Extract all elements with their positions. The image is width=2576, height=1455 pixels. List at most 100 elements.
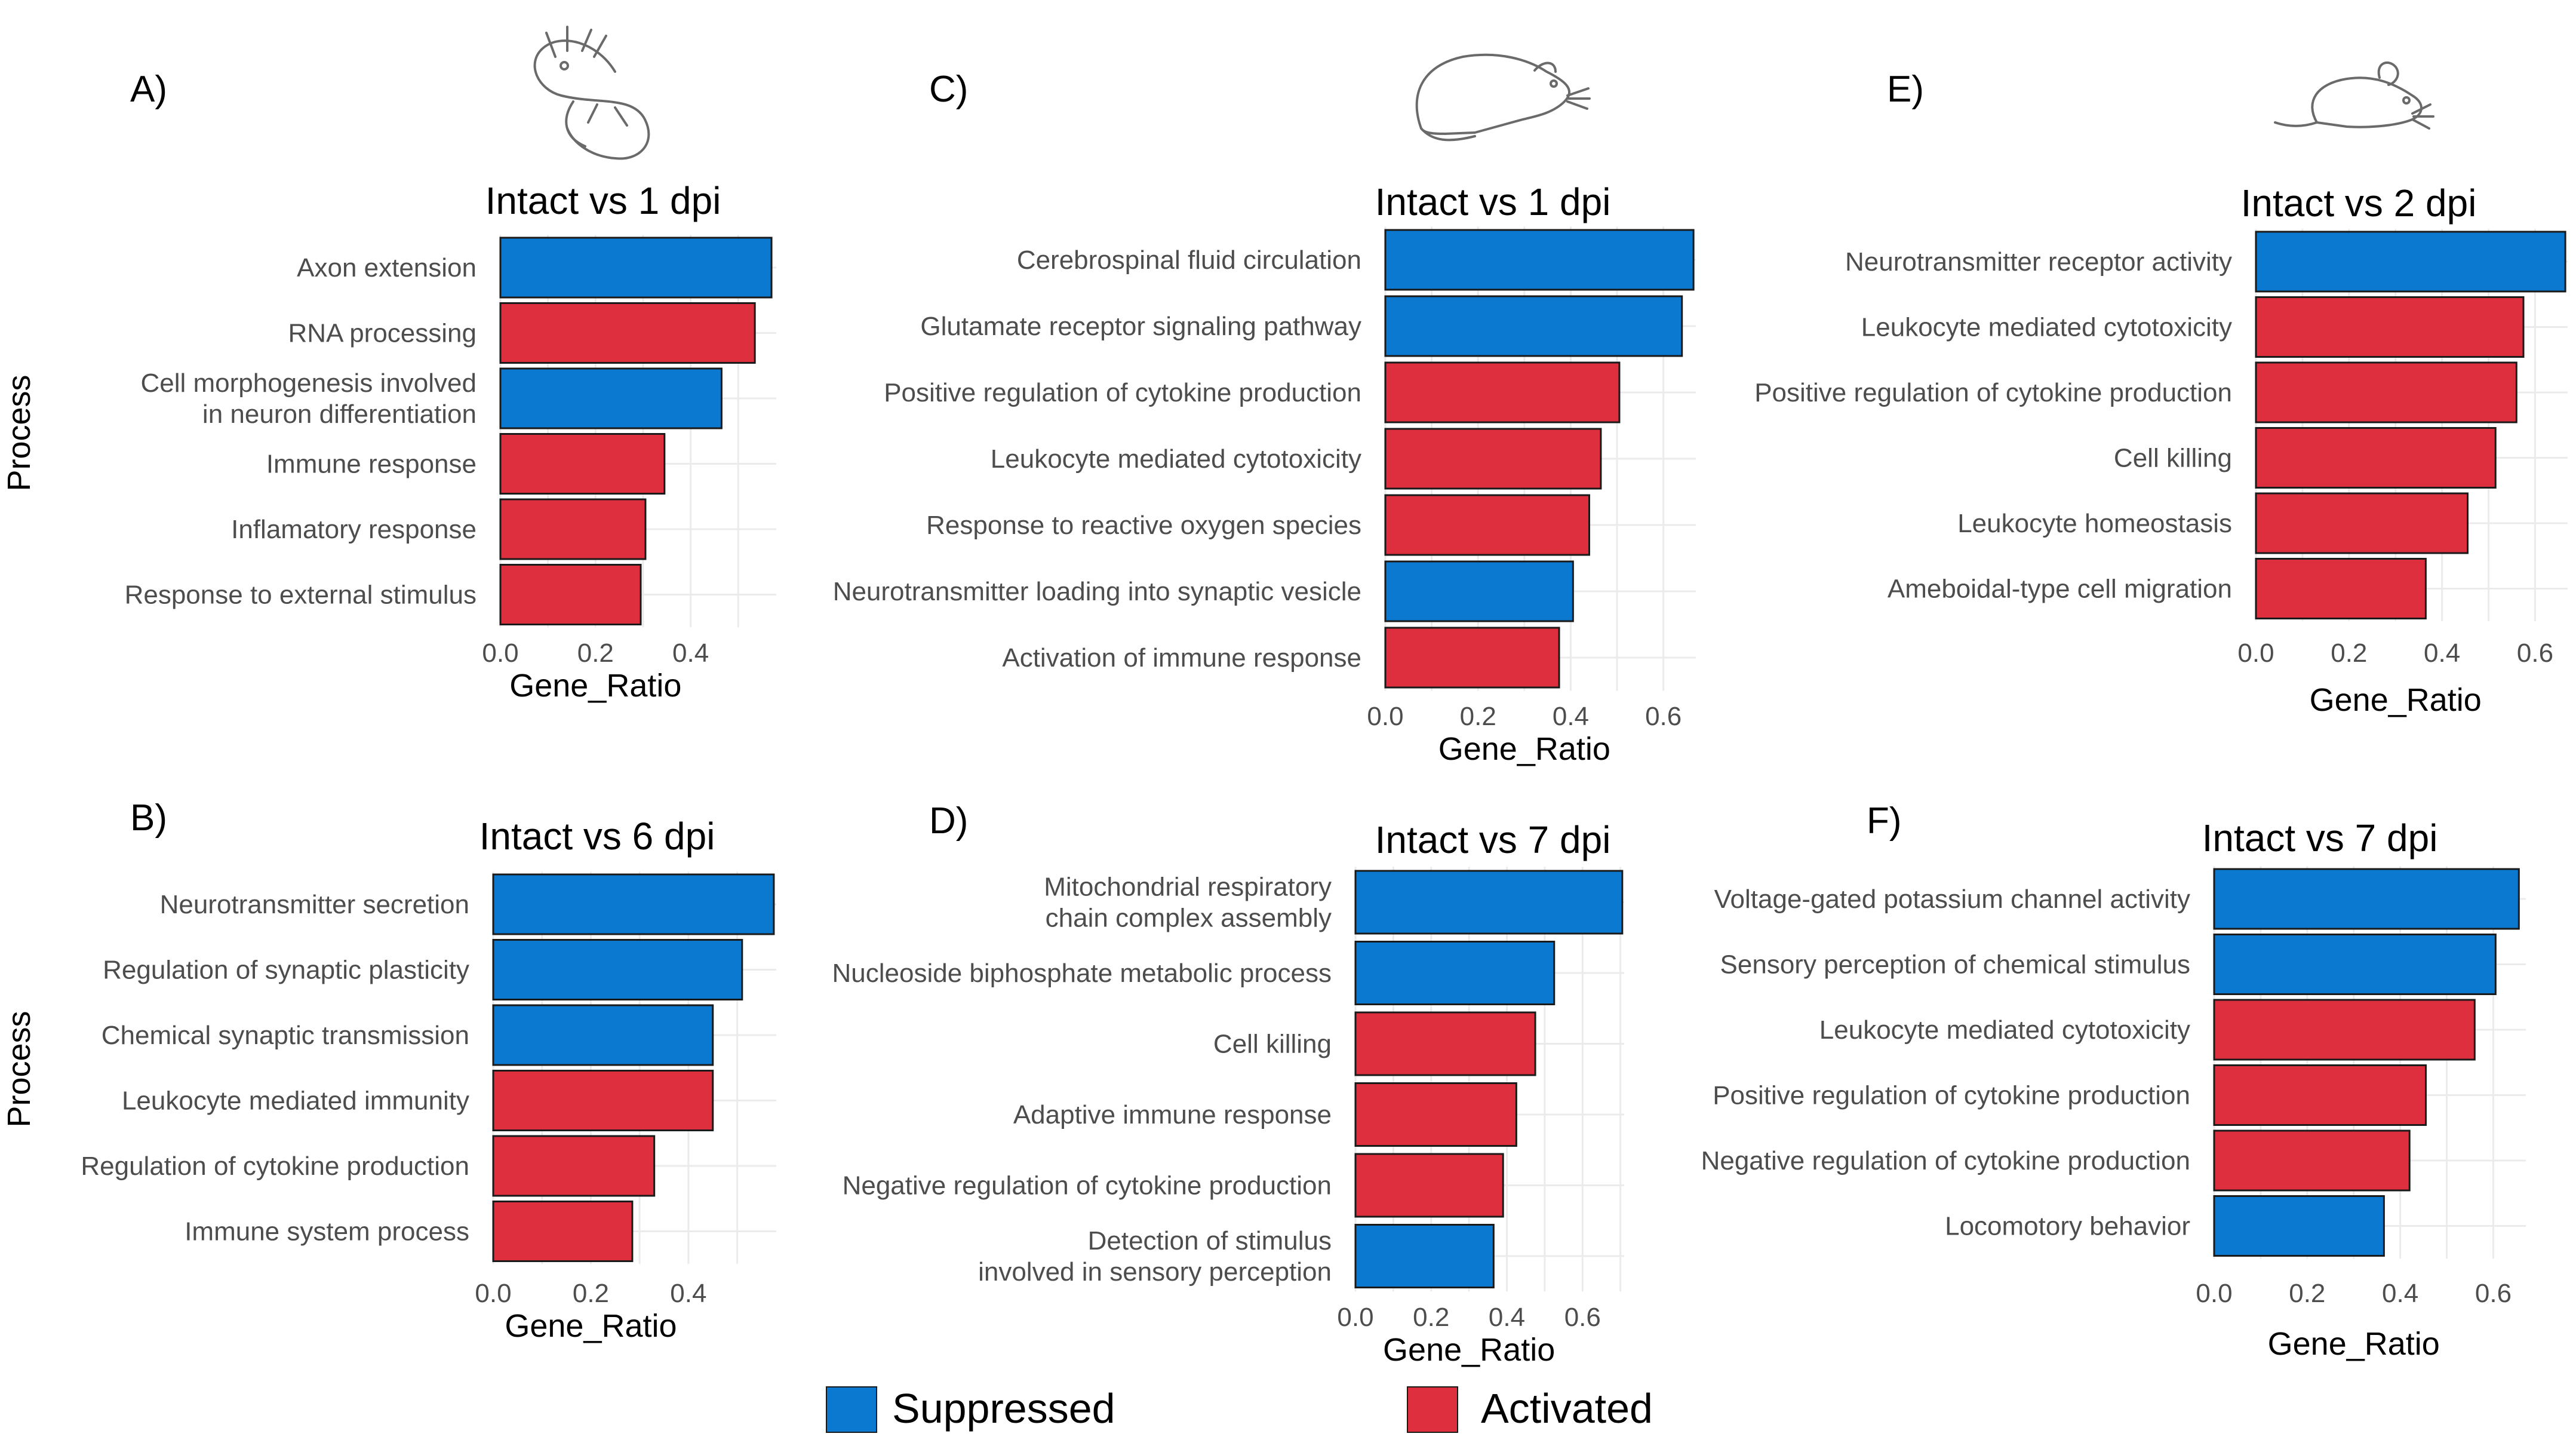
x-axis-title: Gene_Ratio (1438, 731, 1610, 767)
panel-title: Intact vs 1 dpi (485, 179, 721, 222)
category-label: RNA processing (288, 319, 477, 348)
bar-suppressed (1384, 295, 1683, 357)
x-tick-label: 0.2 (1460, 702, 1496, 731)
x-tick-label: 0.2 (1413, 1303, 1449, 1332)
bar-activated (1354, 1082, 1517, 1147)
legend-label-suppressed: Suppressed (892, 1385, 1115, 1432)
bar-suppressed (492, 1004, 714, 1066)
bar-suppressed (499, 367, 723, 429)
bar-activated (492, 1201, 634, 1262)
category-label: Immune system process (185, 1217, 469, 1247)
x-tick-label: 0.6 (1645, 702, 1682, 731)
chart-panel-b: Neurotransmitter secretion Regulation of … (1, 797, 776, 1344)
bar-suppressed (499, 237, 773, 299)
bar-activated (2255, 427, 2497, 489)
x-tick-label: 0.4 (1489, 1303, 1525, 1332)
panel-title: Intact vs 7 dpi (2202, 816, 2438, 860)
chart-panel-c: Cerebrospinal fluid circulation Glutamate… (833, 69, 1696, 767)
category-label: Activation of immune response (1002, 643, 1361, 673)
x-tick-label: 0.4 (1553, 702, 1589, 731)
legend-swatch-activated (1407, 1386, 1458, 1433)
bar-activated (1354, 1153, 1504, 1218)
mouse-icon (2274, 61, 2434, 130)
x-axis-title: Gene_Ratio (2268, 1326, 2440, 1362)
category-label: Negative regulation of cytokine producti… (843, 1171, 1332, 1201)
bar-activated (2255, 492, 2469, 554)
x-tick-label: 0.0 (2237, 639, 2274, 668)
category-label: Glutamate receptor signaling pathway (920, 312, 1361, 341)
category-label: Sensory perception of chemical stimulus (1720, 950, 2190, 980)
x-axis-title: Gene_Ratio (2310, 682, 2482, 718)
bar-suppressed (1354, 870, 1624, 935)
category-label: Nucleoside biphosphate metabolic process (832, 959, 1332, 988)
panel-letter: D) (929, 800, 968, 842)
y-axis-title: Process (1, 375, 37, 491)
panel-letter: F) (1867, 800, 1902, 842)
category-label: Leukocyte mediated immunity (122, 1086, 469, 1116)
category-label: Inflamatory response (231, 515, 477, 544)
category-label: Mitochondrial respiratory chain complex a… (1044, 873, 1332, 933)
panel-letter: C) (929, 69, 968, 110)
category-label: Leukocyte mediated cytotoxicity (991, 444, 1361, 474)
chart-panel-d: Mitochondrial respiratory chain complex a… (832, 800, 1624, 1368)
x-tick-label: 0.6 (1564, 1303, 1601, 1332)
panel-title: Intact vs 6 dpi (479, 815, 715, 858)
y-axis-title: Process (1, 1011, 37, 1127)
x-tick-label: 0.4 (2424, 639, 2460, 668)
category-label: Regulation of cytokine production (81, 1152, 469, 1181)
category-label: Leukocyte mediated cytotoxicity (1861, 313, 2232, 342)
bar-activated (1384, 428, 1602, 490)
category-label: Locomotory behavior (1945, 1212, 2190, 1241)
panel-letter: B) (130, 797, 167, 839)
bar-activated (1384, 494, 1590, 556)
category-label: Cerebrospinal fluid circulation (1017, 245, 1361, 275)
bar-suppressed (1384, 560, 1574, 622)
category-label: Ameboidal-type cell migration (1888, 575, 2232, 604)
bar-suppressed (2255, 231, 2566, 293)
bar-suppressed (1384, 229, 1695, 291)
category-label: Axon extension (297, 253, 477, 283)
bar-suppressed (492, 939, 743, 1000)
category-label: Positive regulation of cytokine producti… (1713, 1081, 2190, 1110)
bar-suppressed (2213, 934, 2497, 995)
bar-activated (2213, 999, 2476, 1061)
category-label: Positive regulation of cytokine producti… (884, 378, 1361, 407)
legend-label-activated: Activated (1481, 1385, 1653, 1432)
category-label: Voltage-gated potassium channel activity (1714, 885, 2190, 914)
panel-letter: E) (1887, 69, 1924, 110)
legend-swatch-suppressed (826, 1386, 877, 1433)
category-label: Response to external stimulus (125, 581, 477, 610)
panel-title: Intact vs 1 dpi (1375, 180, 1611, 223)
bar-suppressed (2213, 1195, 2385, 1257)
bar-activated (2213, 1064, 2427, 1126)
x-tick-label: 0.0 (482, 639, 518, 668)
x-tick-label: 0.6 (2475, 1279, 2512, 1308)
category-label: Cell killing (2114, 444, 2232, 473)
bar-suppressed (1354, 941, 1556, 1005)
x-tick-label: 0.2 (2331, 639, 2367, 668)
category-label: Leukocyte homeostasis (1957, 509, 2232, 538)
bar-activated (2255, 558, 2427, 619)
x-tick-label: 0.4 (2382, 1279, 2418, 1308)
x-axis-title: Gene_Ratio (1383, 1332, 1555, 1368)
x-tick-label: 0.2 (573, 1279, 609, 1308)
category-label: Cell killing (1213, 1030, 1332, 1059)
chart-panel-a: Axon extension RNA processing Cell morphog… (1, 69, 776, 704)
category-label: Negative regulation of cytokine producti… (1701, 1146, 2190, 1175)
category-label: Adaptive immune response (1013, 1100, 1332, 1129)
category-label: Neurotransmitter receptor activity (1845, 247, 2232, 277)
x-tick-label: 0.2 (577, 639, 614, 668)
bar-activated (2255, 296, 2525, 358)
bar-activated (1384, 627, 1560, 689)
bar-activated (492, 1135, 656, 1197)
bar-suppressed (492, 873, 775, 935)
category-label: Neurotransmitter loading into synaptic v… (833, 577, 1361, 606)
category-label: Detection of stimulus involved in sensory… (978, 1226, 1332, 1287)
category-label: Response to reactive oxygen species (926, 511, 1361, 540)
category-label: Immune response (266, 450, 477, 479)
category-label: Positive regulation of cytokine producti… (1754, 378, 2232, 407)
bar-activated (2213, 1129, 2411, 1192)
x-axis-title: Gene_Ratio (509, 668, 681, 704)
legend: Suppressed Activated (826, 1385, 1653, 1433)
bar-activated (499, 564, 642, 625)
